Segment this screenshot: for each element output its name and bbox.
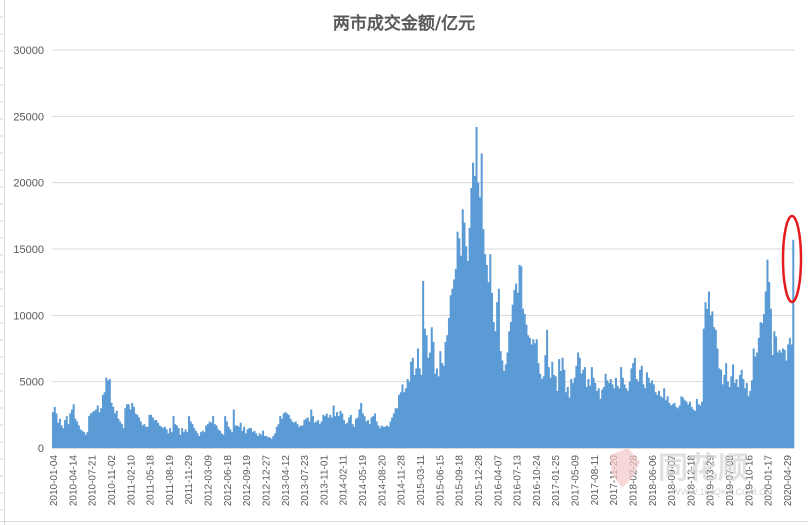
x-tick-label: 2013-07-23: [300, 455, 311, 507]
chart-area-bottom-border: [0, 521, 808, 522]
x-tick-label: 2012-03-09: [204, 455, 215, 507]
x-tick-label: 2014-11-28: [397, 455, 408, 506]
y-tick-label: 20000: [13, 178, 44, 190]
x-axis-labels: 2010-01-04 2010-04-14 2010-07-21 2010-11-02…: [49, 455, 794, 507]
y-tick-label: 10000: [13, 310, 44, 322]
x-tick-label: 2011-05-18: [146, 455, 157, 506]
x-tick-label: 2019-07-08: [725, 455, 736, 507]
x-tick-label: 2012-09-19: [242, 455, 253, 507]
x-tick-label: 2010-01-04: [49, 455, 60, 507]
x-tick-label: 2012-12-27: [262, 455, 273, 507]
x-tick-label: 2014-02-11: [339, 455, 350, 506]
x-tick-label: 2019-03-29: [706, 455, 717, 507]
x-tick-label: 2013-11-01: [319, 455, 330, 506]
x-tick-label: 2014-05-19: [358, 455, 369, 507]
watermark: 同花顺 WWW.10JQKA.COM.CN: [610, 448, 772, 497]
x-tick-label: 2010-04-14: [68, 455, 79, 507]
x-tick-label: 2015-06-15: [435, 455, 446, 507]
x-tick-label: 2018-09-07: [667, 455, 678, 507]
y-axis-labels: 0 5000 10000 15000 20000 25000 30000: [13, 45, 44, 455]
x-tick-label: 2015-09-18: [455, 455, 466, 507]
x-tick-label: 2017-08-11: [590, 455, 601, 506]
x-tick-label: 2017-05-09: [571, 455, 582, 507]
x-tick-label: 2018-02-28: [629, 455, 640, 507]
y-tick-label: 5000: [20, 377, 44, 389]
x-tick-label: 2011-08-19: [165, 455, 176, 506]
x-tick-label: 2018-12-18: [686, 455, 697, 507]
x-tick-label: 2014-08-20: [377, 455, 388, 507]
x-tick-label: 2016-07-13: [513, 455, 524, 507]
x-tick-label: 2010-07-21: [88, 455, 99, 507]
x-tick-label: 2016-04-07: [493, 455, 504, 507]
x-tick-label: 2010-11-02: [107, 455, 118, 506]
annotation-red-ellipse: [781, 214, 803, 304]
x-tick-label: 2018-06-06: [648, 455, 659, 507]
x-tick-label: 2020-01-17: [764, 455, 775, 507]
x-tick-label: 2013-04-12: [281, 455, 292, 507]
svg-text:同花顺: 同花顺: [658, 452, 748, 485]
x-tick-label: 2016-10-24: [532, 455, 543, 507]
x-tick-label: 2017-11-20: [609, 455, 620, 506]
y-tick-label: 25000: [13, 111, 44, 123]
svg-text:WWW.10JQKA.COM.CN: WWW.10JQKA.COM.CN: [672, 487, 772, 497]
x-tick-label: 2020-04-29: [783, 455, 794, 507]
x-tick-label: 2015-03-11: [416, 455, 427, 506]
x-tick-label: 2017-01-25: [551, 455, 562, 507]
bar-series: [52, 126, 795, 448]
sheet-left-edge: [0, 0, 5, 525]
y-tick-label: 15000: [13, 244, 44, 256]
chart-title: 两市成交金额/亿元: [332, 14, 476, 34]
x-tick-label: 2011-02-10: [126, 455, 137, 506]
x-tick-label: 2019-10-16: [744, 455, 755, 507]
x-tick-label: 2011-11-29: [184, 455, 195, 505]
x-tick-label: 2012-06-18: [223, 455, 234, 507]
y-tick-label: 0: [38, 443, 44, 455]
x-tick-label: 2015-12-28: [474, 455, 485, 507]
y-tick-label: 30000: [13, 45, 44, 57]
